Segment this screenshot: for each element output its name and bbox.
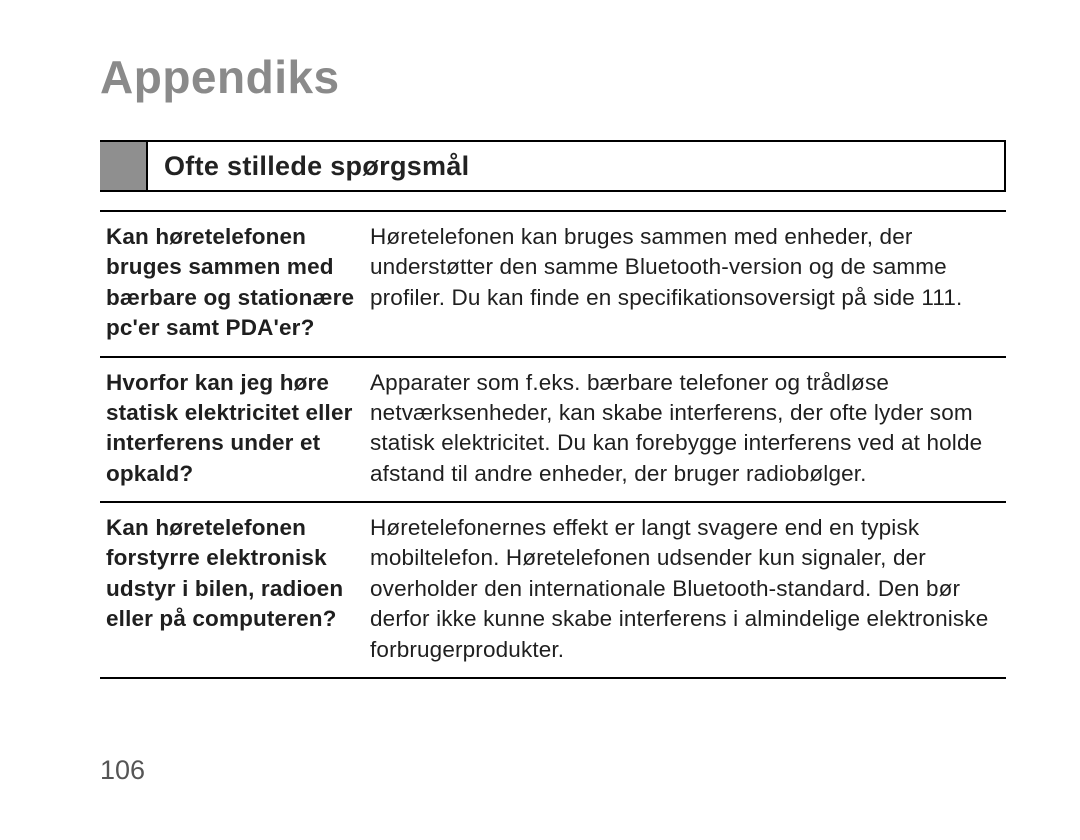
table-row: Kan høretelefonen bruges sammen med bærb… (100, 211, 1006, 357)
faq-question: Kan høretelefonen bruges sammen med bærb… (100, 211, 366, 357)
faq-answer: Høretelefonen kan bruges sammen med enhe… (366, 211, 1006, 357)
section-heading: Ofte stillede spørgsmål (100, 140, 1006, 192)
table-row: Kan høretelefonen forstyrre elektronisk … (100, 502, 1006, 678)
faq-question: Kan høretelefonen forstyrre elektronisk … (100, 502, 366, 678)
faq-answer: Høretelefonernes effekt er langt svagere… (366, 502, 1006, 678)
table-row: Hvorfor kan jeg høre statisk elektricite… (100, 357, 1006, 503)
manual-page: Appendiks Ofte stillede spørgsmål Kan hø… (0, 0, 1080, 840)
faq-table: Kan høretelefonen bruges sammen med bærb… (100, 210, 1006, 679)
faq-answer: Apparater som f.eks. bærbare telefoner o… (366, 357, 1006, 503)
faq-question: Hvorfor kan jeg høre statisk elektricite… (100, 357, 366, 503)
page-number: 106 (100, 755, 145, 786)
section-heading-label: Ofte stillede spørgsmål (148, 142, 469, 190)
section-heading-marker (100, 142, 148, 190)
page-title: Appendiks (100, 50, 1006, 104)
